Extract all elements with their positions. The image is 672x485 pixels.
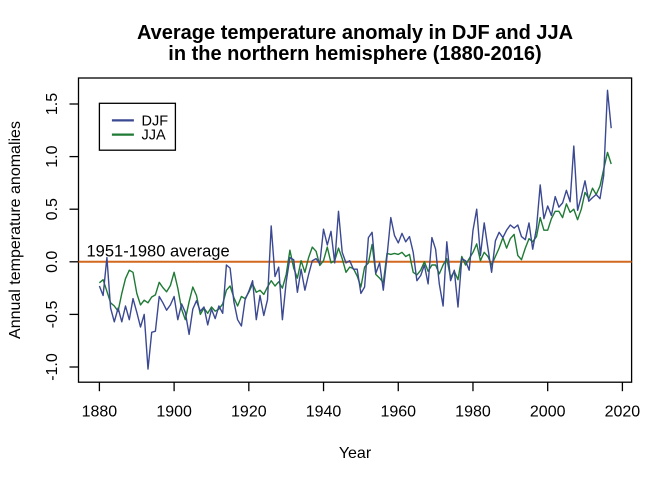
svg-text:JJA: JJA: [142, 128, 167, 144]
svg-text:1951-1980 average: 1951-1980 average: [87, 243, 230, 261]
svg-text:1980: 1980: [455, 404, 491, 421]
svg-text:1940: 1940: [306, 404, 342, 421]
svg-text:in the northern hemisphere (18: in the northern hemisphere (1880-2016): [168, 43, 541, 65]
svg-text:1960: 1960: [380, 404, 416, 421]
svg-text:0.0: 0.0: [44, 251, 61, 273]
svg-text:2020: 2020: [605, 404, 641, 421]
svg-text:0.5: 0.5: [44, 198, 61, 220]
svg-text:1.5: 1.5: [44, 93, 61, 115]
svg-text:1900: 1900: [156, 404, 192, 421]
svg-text:-0.5: -0.5: [44, 301, 61, 329]
svg-text:1880: 1880: [82, 404, 118, 421]
svg-text:1920: 1920: [231, 404, 267, 421]
svg-text:Year: Year: [339, 445, 372, 462]
svg-text:Average temperature anomaly in: Average temperature anomaly in DJF and J…: [137, 22, 573, 44]
svg-text:2000: 2000: [530, 404, 566, 421]
svg-text:-1.0: -1.0: [44, 353, 61, 381]
svg-text:1.0: 1.0: [44, 145, 61, 167]
svg-text:Annual temperature anomalies: Annual temperature anomalies: [7, 121, 24, 339]
svg-text:DJF: DJF: [142, 114, 169, 130]
